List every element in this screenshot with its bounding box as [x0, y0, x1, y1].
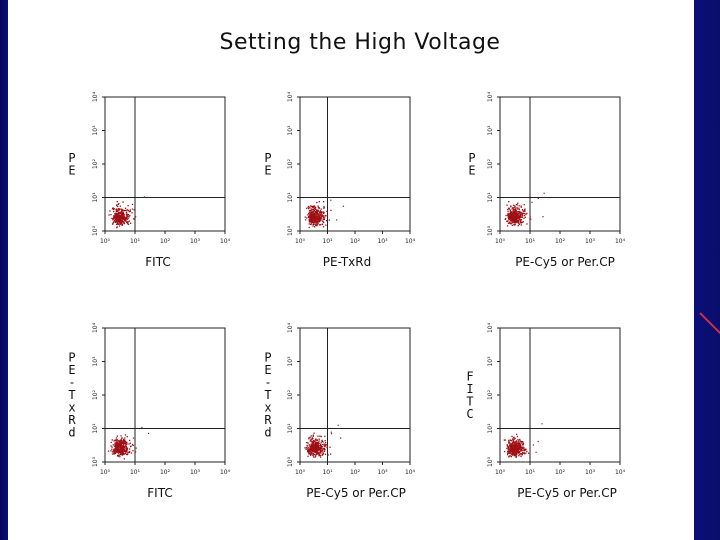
x-tick-label: 10¹: [525, 469, 536, 476]
x-tick-label: 10⁴: [405, 469, 416, 476]
y-tick-label: 10³: [287, 125, 294, 136]
slide-title: Setting the High Voltage: [219, 30, 501, 55]
y-tick-label: 10³: [92, 125, 99, 136]
event-dots: [108, 196, 145, 229]
x-tick-label: 10⁰: [495, 469, 506, 476]
y-tick-label: 10³: [487, 125, 494, 136]
y-tick-label: 10³: [487, 356, 494, 367]
x-tick-label: 10⁰: [100, 238, 111, 245]
x-tick-label: 10⁴: [220, 238, 231, 245]
y-tick-label: 10¹: [92, 192, 99, 203]
x-tick-label: 10²: [350, 238, 361, 245]
y-tick-label: 10²: [487, 158, 494, 169]
x-tick-label: 10⁰: [495, 238, 506, 245]
x-tick-label: 10³: [585, 469, 596, 476]
x-tick-label: 10⁴: [405, 238, 416, 245]
event-dots: [504, 192, 545, 227]
y-tick-label: 10²: [487, 389, 494, 400]
x-axis-label: FITC: [145, 255, 170, 269]
x-tick-label: 10²: [350, 469, 361, 476]
y-tick-label: 10⁴: [487, 322, 494, 333]
x-tick-label: 10³: [190, 238, 201, 245]
left-border-band: [0, 0, 8, 540]
event-dots: [503, 423, 543, 459]
right-border-band: [694, 0, 720, 540]
y-tick-label: 10¹: [287, 423, 294, 434]
y-tick-label: 10⁰: [92, 456, 99, 467]
y-tick-label: 10²: [287, 389, 294, 400]
y-tick-label: 10⁰: [287, 456, 294, 467]
y-tick-label: 10²: [92, 389, 99, 400]
x-tick-label: 10⁴: [220, 469, 231, 476]
x-tick-label: 10³: [377, 238, 388, 245]
x-tick-label: 10²: [555, 238, 566, 245]
x-axis-label: PE-Cy5 or Per.CP: [517, 486, 617, 500]
x-tick-label: 10⁴: [615, 238, 626, 245]
x-tick-label: 10⁰: [100, 469, 111, 476]
y-tick-label: 10⁰: [287, 225, 294, 236]
x-axis-label: PE-TxRd: [323, 255, 371, 269]
x-axis-label: PE-Cy5 or Per.CP: [515, 255, 615, 269]
x-tick-label: 10¹: [322, 238, 333, 245]
x-tick-label: 10³: [585, 238, 596, 245]
y-tick-label: 10⁴: [92, 322, 99, 333]
x-axis-label: FITC: [147, 486, 172, 500]
y-tick-label: 10¹: [487, 423, 494, 434]
x-tick-label: 10⁴: [615, 469, 626, 476]
plot-frame: [499, 96, 621, 232]
x-tick-label: 10³: [377, 469, 388, 476]
event-dots: [304, 424, 342, 458]
y-tick-label: 10⁰: [92, 225, 99, 236]
y-tick-label: 10⁰: [487, 456, 494, 467]
plot-frame: [299, 327, 411, 463]
x-tick-label: 10²: [555, 469, 566, 476]
x-tick-label: 10³: [190, 469, 201, 476]
event-dots: [107, 426, 150, 460]
y-tick-label: 10⁴: [92, 91, 99, 102]
y-tick-label: 10¹: [487, 192, 494, 203]
x-tick-label: 10⁰: [295, 238, 306, 245]
x-tick-label: 10¹: [130, 238, 141, 245]
y-tick-label: 10⁰: [487, 225, 494, 236]
y-tick-label: 10²: [92, 158, 99, 169]
x-tick-label: 10¹: [525, 238, 536, 245]
x-tick-label: 10⁰: [295, 469, 306, 476]
x-tick-label: 10¹: [322, 469, 333, 476]
y-tick-label: 10³: [92, 356, 99, 367]
y-tick-label: 10⁴: [287, 91, 294, 102]
y-tick-label: 10⁴: [487, 91, 494, 102]
y-tick-label: 10³: [287, 356, 294, 367]
y-tick-label: 10²: [287, 158, 294, 169]
x-tick-label: 10¹: [130, 469, 141, 476]
x-tick-label: 10²: [160, 469, 171, 476]
x-axis-label: PE-Cy5 or Per.CP: [306, 486, 406, 500]
event-dots: [304, 199, 344, 229]
y-tick-label: 10¹: [287, 192, 294, 203]
x-tick-label: 10²: [160, 238, 171, 245]
y-tick-label: 10¹: [92, 423, 99, 434]
y-tick-label: 10⁴: [287, 322, 294, 333]
